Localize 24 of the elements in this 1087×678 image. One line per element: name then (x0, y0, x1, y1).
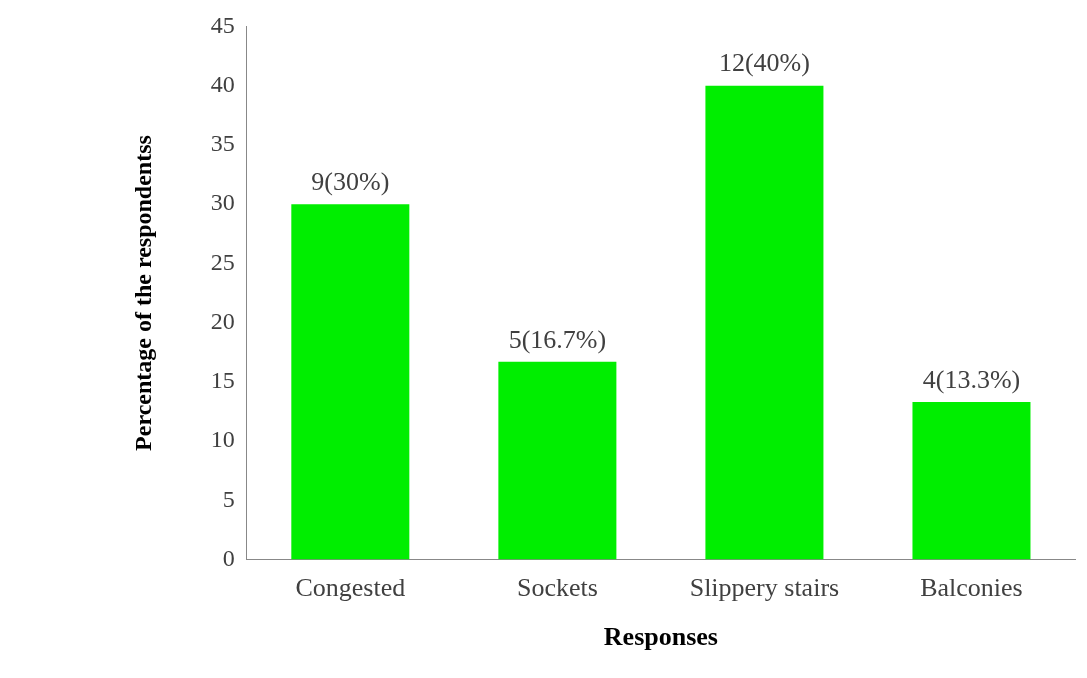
bar (912, 402, 1031, 560)
bar (705, 85, 824, 560)
data-label: 12(40%) (718, 48, 810, 78)
y-tick-label: 40 (210, 70, 235, 97)
data-label: 9(30%) (311, 166, 390, 196)
y-tick-label: 0 (222, 544, 235, 571)
y-tick-label: 25 (210, 248, 235, 275)
bar (291, 204, 410, 560)
y-tick-label: 35 (210, 130, 235, 157)
x-tick-label: Sockets (516, 573, 598, 603)
y-tick-label: 30 (210, 189, 235, 216)
data-label: 4(13.3%) (922, 364, 1021, 394)
y-tick-label: 20 (210, 307, 235, 334)
x-tick-label: Slippery stairs (689, 573, 840, 603)
x-tick-label: Balconies (920, 573, 1023, 603)
y-axis-title: Percentage of the respondentss (129, 135, 156, 451)
bar (498, 361, 617, 560)
y-tick-label: 10 (210, 426, 235, 453)
data-label: 5(16.7%) (508, 324, 607, 354)
y-tick-label: 45 (210, 11, 235, 38)
x-tick-label: Congested (295, 573, 406, 603)
x-axis-title: Responses (603, 622, 718, 652)
y-tick-label: 15 (210, 367, 235, 394)
y-tick-label: 5 (222, 485, 235, 512)
